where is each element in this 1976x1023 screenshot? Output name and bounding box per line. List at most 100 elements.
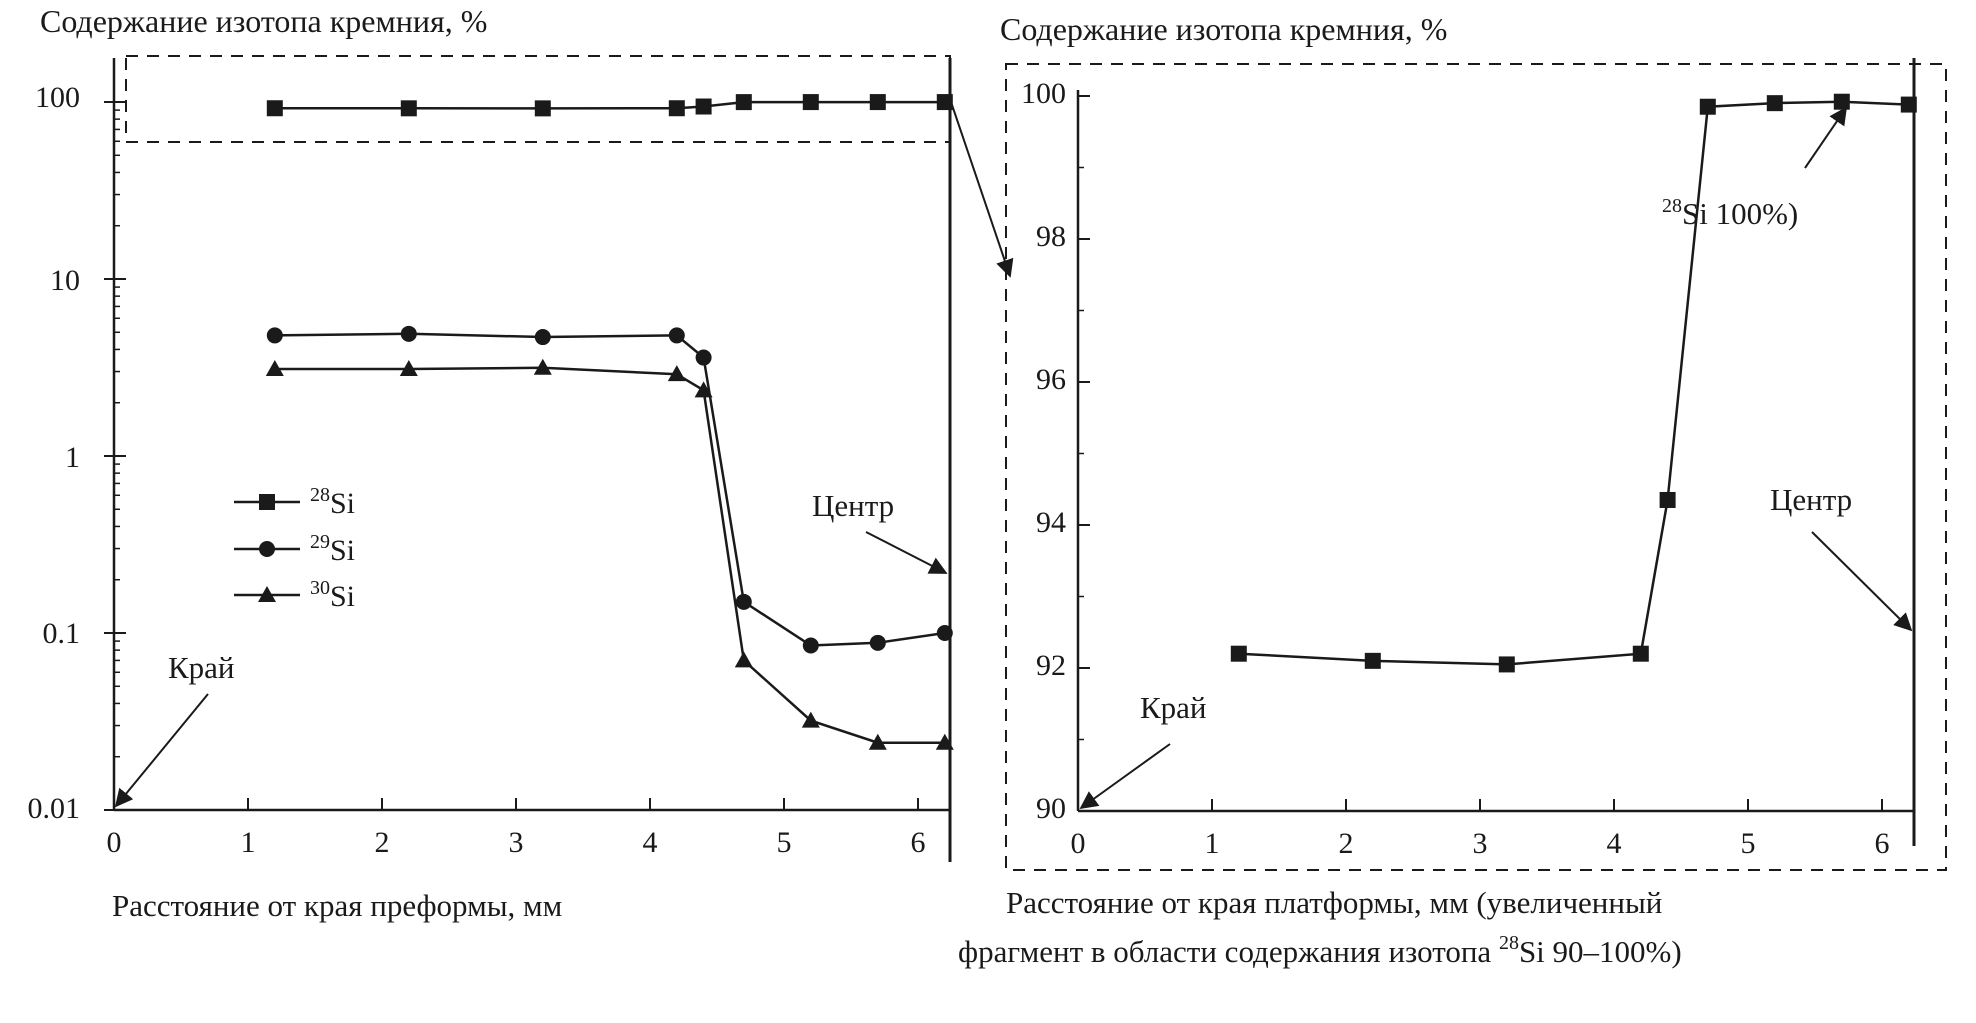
- left-chart-panel: Содержание изотопа кремния, % 100 10 1 0…: [28, 3, 954, 923]
- right-ytick-label: 92: [1036, 649, 1066, 682]
- right-xtick-label: 5: [1741, 827, 1756, 860]
- right-center-arrow: [1811, 531, 1913, 632]
- triangle-marker: [265, 360, 284, 377]
- circle-marker: [695, 349, 712, 366]
- triangle-marker: [734, 651, 753, 668]
- square-marker: [802, 94, 819, 111]
- right-x-axis-title-line2: фрагмент в области содержания изотопа 28…: [958, 932, 1682, 969]
- circle-marker: [869, 634, 886, 651]
- right-edge-arrow: [1079, 743, 1171, 810]
- left-edge-arrow: [114, 693, 209, 808]
- legend-label-30si: 30Si: [310, 577, 355, 613]
- left-ytick-label: 100: [35, 81, 80, 114]
- right-ytick-label: 100: [1021, 77, 1066, 110]
- left-ytick-label: 1: [65, 441, 80, 474]
- right-x-ticks: 0 1 2 3 4 5 6: [1071, 827, 1890, 860]
- right-xtick-label: 1: [1205, 827, 1220, 860]
- right-xtick-label: 6: [1875, 827, 1890, 860]
- legend-entry-28si: 28Si: [234, 484, 355, 520]
- square-marker: [936, 94, 953, 111]
- x-axis-title-text: фрагмент в области содержания изотопа: [958, 934, 1499, 969]
- right-y-ticks: 100 98 96 94 92 90: [1021, 77, 1066, 825]
- left-x-ticks: 0 1 2 3 4 5 6: [107, 826, 926, 859]
- triangle-marker: [694, 381, 713, 398]
- left-xtick-label: 3: [509, 826, 524, 859]
- right-plot-area: [1077, 93, 1917, 812]
- triangle-marker: [935, 733, 954, 750]
- right-ytick-label: 90: [1036, 792, 1066, 825]
- zoom-region-frame: [1005, 63, 1947, 871]
- legend-element: Si: [330, 487, 355, 520]
- right-28si-arrow: [1804, 106, 1848, 169]
- circle-marker: [534, 329, 551, 346]
- triangle-marker: [399, 360, 418, 377]
- legend-label-28si: 28Si: [310, 484, 355, 520]
- left-edge-annotation: Край: [168, 650, 235, 685]
- right-chart-panel: Содержание изотопа кремния, % 100 98 96 …: [958, 11, 1947, 969]
- annotation-text: Si 100%): [1682, 196, 1798, 231]
- triangle-marker: [868, 733, 887, 750]
- legend-element: Si: [330, 534, 355, 567]
- triangle-marker: [533, 358, 552, 375]
- square-marker: [1364, 652, 1381, 669]
- square-marker: [1699, 98, 1716, 115]
- circle-marker: [802, 637, 819, 654]
- series-line-28si: [1238, 100, 1909, 666]
- square-marker: [1900, 96, 1917, 113]
- right-xtick-label: 0: [1071, 827, 1086, 860]
- zoom-region-box: [125, 55, 951, 143]
- right-center-annotation: Центр: [1770, 482, 1852, 517]
- circle-marker: [936, 625, 953, 641]
- right-28si-annotation: 28Si 100%): [1662, 195, 1798, 231]
- square-marker: [1498, 656, 1515, 673]
- legend-mass-number: 30: [310, 577, 330, 599]
- left-xtick-label: 0: [107, 826, 122, 859]
- triangle-marker: [801, 711, 820, 728]
- square-marker: [1766, 95, 1783, 112]
- series-line-30si: [274, 366, 945, 744]
- left-xtick-label: 5: [777, 826, 792, 859]
- square-marker: [869, 94, 886, 111]
- square-marker: [534, 100, 551, 117]
- legend-mass-number: 29: [310, 531, 330, 553]
- left-center-annotation: Центр: [812, 488, 894, 523]
- right-xtick-label: 4: [1607, 827, 1622, 860]
- square-marker: [1632, 645, 1649, 662]
- right-edge-annotation: Край: [1140, 690, 1207, 725]
- x-axis-title-suffix: Si 90–100%): [1519, 934, 1682, 969]
- legend-entry-29si: 29Si: [234, 531, 355, 567]
- square-marker: [695, 98, 712, 115]
- circle-marker: [400, 325, 417, 342]
- left-y-ticks: 100 10 1 0.1 0.01: [28, 81, 81, 825]
- square-marker: [735, 94, 752, 111]
- series-line-28si: [274, 100, 945, 110]
- left-plot-area: [104, 94, 954, 811]
- legend-circle-marker: [259, 541, 275, 557]
- square-marker: [668, 100, 685, 117]
- square-marker: [1230, 645, 1247, 662]
- circle-marker: [668, 327, 685, 344]
- left-y-axis-title: Содержание изотопа кремния, %: [40, 3, 487, 39]
- circle-marker: [735, 593, 752, 610]
- right-xtick-label: 2: [1339, 827, 1354, 860]
- right-xtick-label: 3: [1473, 827, 1488, 860]
- right-ytick-label: 94: [1036, 506, 1066, 539]
- right-y-axis-title: Содержание изотопа кремния, %: [1000, 11, 1447, 47]
- legend-square-marker: [259, 494, 275, 510]
- square-marker: [400, 100, 417, 117]
- left-xtick-label: 2: [375, 826, 390, 859]
- left-ytick-label: 10: [50, 264, 80, 297]
- left-xtick-label: 4: [643, 826, 658, 859]
- right-ytick-label: 98: [1036, 220, 1066, 253]
- legend-entry-30si: 30Si: [234, 577, 355, 613]
- legend-mass-number: 28: [310, 484, 330, 506]
- right-ytick-label: 96: [1036, 363, 1066, 396]
- left-center-arrow: [865, 531, 948, 574]
- left-xtick-label: 6: [911, 826, 926, 859]
- circle-marker: [266, 327, 283, 344]
- legend-element: Si: [330, 580, 355, 613]
- legend-triangle-marker: [258, 586, 276, 602]
- triangle-marker: [667, 365, 686, 382]
- x-axis-title-mass-number: 28: [1499, 932, 1519, 954]
